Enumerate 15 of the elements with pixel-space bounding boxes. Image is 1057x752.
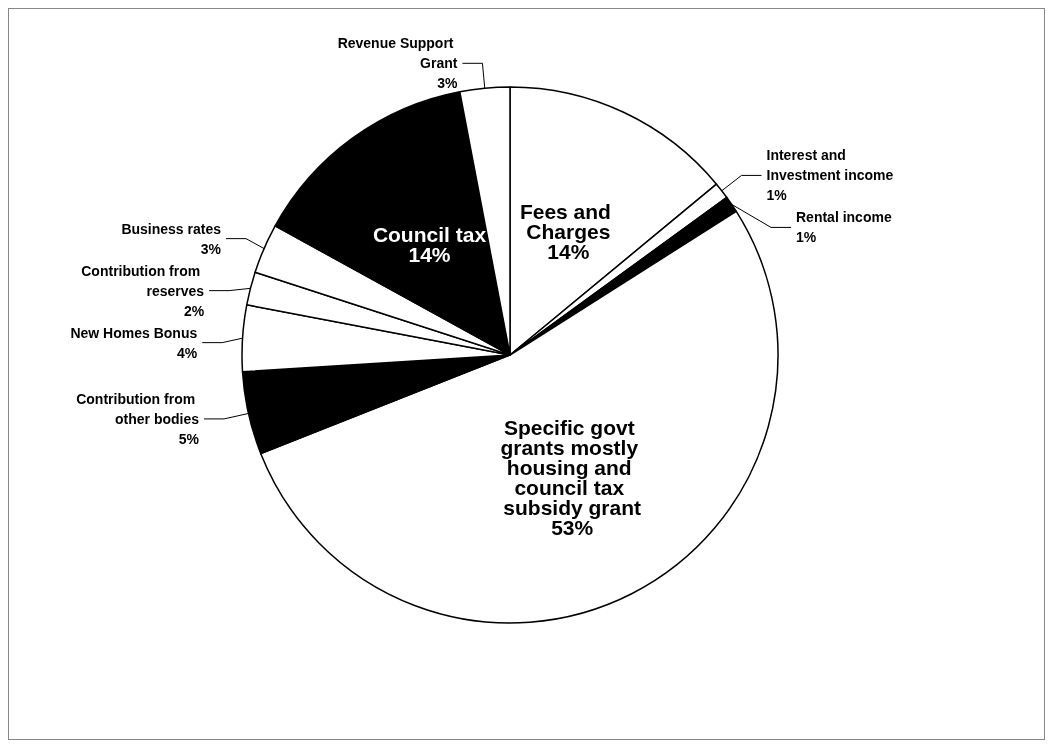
slice-label: Business rates [121,220,222,237]
slice-label: Specific govt grants mostly housing and council tax subsidy grant [500,415,644,519]
slice-label: Contribution from other bodies [76,390,200,427]
slice-label: New Homes Bonus [70,324,198,341]
data-label: 1% [766,187,788,204]
data-label: 5% [178,430,200,447]
slice-label: Revenue Support Grant [337,35,458,72]
data-label: 3% [437,75,458,92]
data-label: 4% [177,344,198,361]
slice-label: Interest and Investment income [766,147,894,184]
data-label: 1% [795,229,817,246]
data-label: 3% [200,240,222,257]
slice-label: Rental income [795,209,892,226]
slice-label: Contribution from reserves [81,262,205,299]
data-label: 2% [183,302,205,319]
